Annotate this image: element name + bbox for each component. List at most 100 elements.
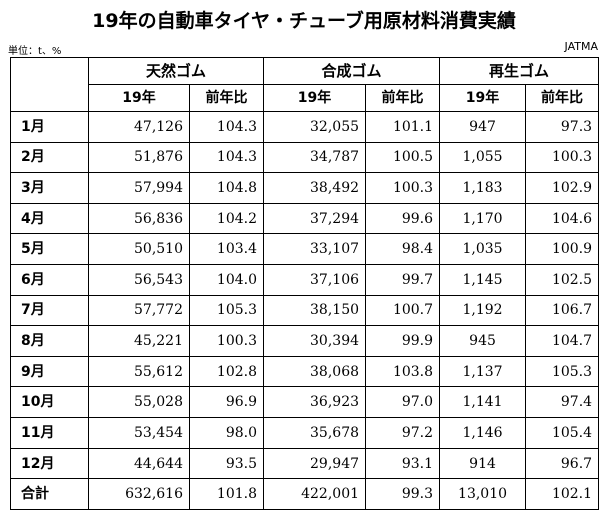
total-row: 合計 632,616 101.8 422,001 99.3 13,010 102…: [10, 478, 600, 510]
row-natural-yoy: 104.2: [188, 202, 265, 235]
total-label: 合計: [10, 478, 89, 510]
row-reclaimed: 1,192: [439, 294, 527, 327]
row-synthetic: 32,055: [263, 111, 367, 143]
consumption-table: 天然ゴム 合成ゴム 再生ゴム 19年 前年比 19年 前年比 19年 前年比 1…: [10, 57, 600, 510]
subheader-synthetic-year: 19年: [263, 84, 367, 112]
table-row: 12月 44,644 93.5 29,947 93.1 914 96.7: [10, 447, 600, 480]
sub-header-row: 19年 前年比 19年 前年比 19年 前年比: [11, 84, 600, 112]
table-row: 2月 51,876 104.3 34,787 100.5 1,055 100.3: [10, 141, 600, 174]
row-reclaimed-yoy: 100.3: [525, 141, 600, 174]
row-month-label: 2月: [10, 141, 89, 174]
row-synthetic-yoy: 100.5: [365, 141, 441, 174]
row-natural: 56,836: [88, 202, 190, 235]
row-synthetic-yoy: 97.2: [365, 417, 441, 449]
table-row: 11月 53,454 98.0 35,678 97.2 1,146 105.4: [10, 417, 600, 449]
row-synthetic: 30,394: [263, 325, 367, 357]
row-synthetic-yoy: 100.3: [365, 172, 441, 204]
table-row: 8月 45,221 100.3 30,394 99.9 945 104.7: [10, 325, 600, 357]
row-reclaimed-yoy: 97.4: [525, 386, 600, 419]
row-reclaimed-yoy: 104.7: [525, 325, 600, 357]
row-synthetic: 36,923: [263, 386, 367, 419]
subheader-synthetic-yoy: 前年比: [365, 84, 441, 112]
row-natural-yoy: 102.8: [188, 355, 265, 388]
row-natural: 44,644: [88, 447, 190, 480]
row-synthetic: 29,947: [263, 447, 367, 480]
row-month-label: 12月: [10, 447, 89, 480]
total-synthetic-yoy: 99.3: [365, 478, 441, 510]
total-reclaimed-yoy: 102.1: [525, 478, 600, 510]
row-reclaimed: 1,170: [439, 202, 527, 235]
row-month-label: 11月: [10, 417, 89, 449]
row-reclaimed-yoy: 104.6: [525, 202, 600, 235]
table-row: 4月 56,836 104.2 37,294 99.6 1,170 104.6: [10, 202, 600, 235]
row-natural-yoy: 105.3: [188, 294, 265, 327]
table-row: 5月 50,510 103.4 33,107 98.4 1,035 100.9: [10, 233, 600, 266]
row-natural: 50,510: [88, 233, 190, 266]
corner-cell: [10, 57, 89, 112]
row-month-label: 3月: [10, 172, 89, 204]
row-natural-yoy: 104.8: [188, 172, 265, 204]
subheader-natural-yoy: 前年比: [188, 84, 265, 112]
unit-note: 単位：t、%: [8, 46, 62, 57]
table-row: 9月 55,612 102.8 38,068 103.8 1,137 105.3: [10, 355, 600, 388]
row-synthetic: 33,107: [263, 233, 367, 266]
row-natural-yoy: 93.5: [188, 447, 265, 480]
row-synthetic: 38,068: [263, 355, 367, 388]
row-natural-yoy: 98.0: [188, 417, 265, 449]
subheader-reclaimed-year: 19年: [439, 84, 527, 112]
group-header-row: 天然ゴム 合成ゴム 再生ゴム: [10, 57, 600, 112]
table-row: 3月 57,994 104.8 38,492 100.3 1,183 102.9: [10, 172, 600, 204]
row-natural: 55,612: [88, 355, 190, 388]
row-month-label: 9月: [10, 355, 89, 388]
row-natural: 55,028: [88, 386, 190, 419]
row-natural: 56,543: [88, 264, 190, 296]
row-synthetic: 38,492: [263, 172, 367, 204]
table-row: 10月 55,028 96.9 36,923 97.0 1,141 97.4: [10, 386, 600, 419]
group-header-synthetic: 合成ゴム: [263, 57, 441, 85]
row-natural: 53,454: [88, 417, 190, 449]
row-synthetic-yoy: 100.7: [365, 294, 441, 327]
row-month-label: 6月: [10, 264, 89, 296]
row-month-label: 8月: [10, 325, 89, 357]
table-body: 1月 47,126 104.3 32,055 101.1 947 97.3 2月 51,876 1…: [10, 111, 600, 510]
row-natural: 51,876: [88, 141, 190, 174]
row-synthetic-yoy: 97.0: [365, 386, 441, 419]
row-synthetic-yoy: 98.4: [365, 233, 441, 266]
row-natural-yoy: 103.4: [188, 233, 265, 266]
row-reclaimed: 1,146: [439, 417, 527, 449]
row-reclaimed: 947: [439, 111, 527, 143]
row-month-label: 7月: [10, 294, 89, 327]
page-title: 19年の自動車タイヤ・チューブ用原材料消費実績: [92, 10, 516, 32]
row-reclaimed-yoy: 102.5: [525, 264, 600, 296]
row-synthetic-yoy: 99.6: [365, 202, 441, 235]
row-natural-yoy: 100.3: [188, 325, 265, 357]
row-synthetic: 37,294: [263, 202, 367, 235]
group-header-natural: 天然ゴム: [87, 57, 265, 85]
row-reclaimed: 1,055: [439, 141, 527, 174]
row-synthetic-yoy: 99.7: [365, 264, 441, 296]
row-synthetic: 37,106: [263, 264, 367, 296]
row-synthetic: 35,678: [263, 417, 367, 449]
row-month-label: 1月: [10, 111, 89, 143]
row-reclaimed: 1,141: [439, 386, 527, 419]
row-reclaimed: 1,035: [439, 233, 527, 266]
total-reclaimed: 13,010: [439, 478, 527, 510]
row-natural: 45,221: [88, 325, 190, 357]
row-month-label: 10月: [10, 386, 89, 419]
row-reclaimed-yoy: 100.9: [525, 233, 600, 266]
row-month-label: 4月: [10, 202, 89, 235]
row-natural-yoy: 96.9: [188, 386, 265, 419]
row-synthetic-yoy: 93.1: [365, 447, 441, 480]
total-natural-yoy: 101.8: [188, 478, 265, 510]
subheader-reclaimed-yoy: 前年比: [525, 84, 600, 112]
row-natural: 47,126: [88, 111, 190, 143]
row-reclaimed: 1,183: [439, 172, 527, 204]
row-reclaimed-yoy: 97.3: [525, 111, 600, 143]
row-synthetic-yoy: 99.9: [365, 325, 441, 357]
total-natural: 632,616: [88, 478, 190, 510]
row-natural-yoy: 104.0: [188, 264, 265, 296]
row-reclaimed: 945: [439, 325, 527, 357]
total-synthetic: 422,001: [263, 478, 367, 510]
row-synthetic-yoy: 103.8: [365, 355, 441, 388]
